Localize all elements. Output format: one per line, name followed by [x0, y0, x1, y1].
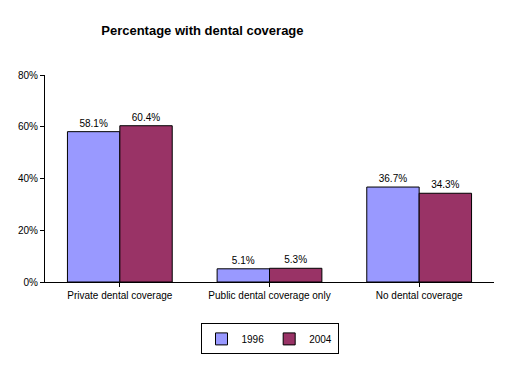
- svg-text:5.3%: 5.3%: [284, 254, 307, 265]
- svg-text:20%: 20%: [18, 225, 38, 236]
- svg-text:36.7%: 36.7%: [379, 173, 407, 184]
- svg-text:No dental coverage: No dental coverage: [376, 290, 463, 301]
- svg-text:Private dental coverage: Private dental coverage: [67, 290, 173, 301]
- svg-text:80%: 80%: [18, 70, 38, 81]
- svg-text:Public dental coverage only: Public dental coverage only: [208, 290, 330, 301]
- svg-text:60%: 60%: [18, 121, 38, 132]
- svg-text:1996: 1996: [242, 334, 265, 345]
- svg-text:34.3%: 34.3%: [431, 179, 459, 190]
- svg-text:0%: 0%: [24, 277, 39, 288]
- svg-text:5.1%: 5.1%: [232, 255, 255, 266]
- svg-text:2004: 2004: [309, 334, 332, 345]
- svg-text:40%: 40%: [18, 173, 38, 184]
- svg-text:58.1%: 58.1%: [79, 118, 107, 129]
- svg-text:60.4%: 60.4%: [132, 112, 160, 123]
- svg-text:Percentage with dental coverag: Percentage with dental coverage: [101, 23, 303, 38]
